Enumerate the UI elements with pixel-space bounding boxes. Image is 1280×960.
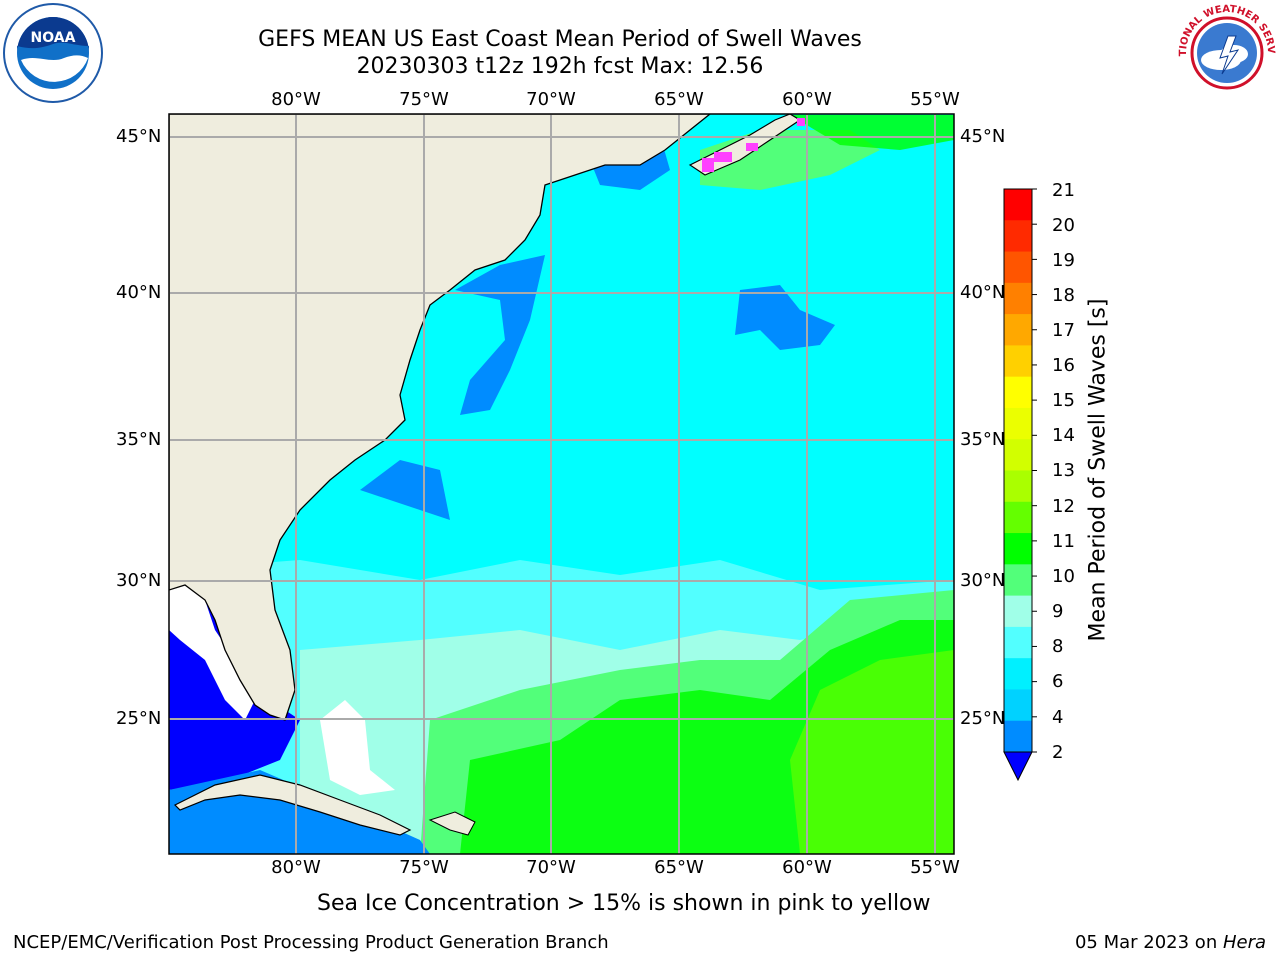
colorbar-segment	[1004, 689, 1032, 722]
colorbar-segment	[1004, 314, 1032, 346]
colorbar-tick-label: 16	[1052, 355, 1075, 376]
colorbar-segment	[1004, 564, 1032, 597]
colorbar-segment	[1004, 251, 1032, 284]
lat-label-right: 35°N	[960, 429, 1006, 450]
colorbar-segment	[1004, 220, 1032, 253]
lat-label-left: 35°N	[116, 429, 162, 450]
swell-patch-north-2	[790, 115, 954, 150]
lon-label-top: 65°W	[654, 89, 704, 110]
colorbar-tick-label: 12	[1052, 496, 1075, 517]
sea-ice-note: Sea Ice Concentration > 15% is shown in …	[317, 891, 931, 916]
lat-label-left: 25°N	[116, 708, 162, 729]
colorbar-tick-label: 21	[1052, 180, 1075, 201]
swell-patch-offshore	[735, 285, 835, 350]
colorbar-tick-label: 11	[1052, 531, 1075, 552]
colorbar-tick-label: 2	[1052, 742, 1064, 763]
sea-ice-patch	[746, 143, 758, 151]
map-subtitle: 20230303 t12z 192h fcst Max: 12.56	[356, 54, 764, 79]
lon-label-top: 75°W	[399, 89, 449, 110]
sea-ice-patch	[714, 152, 732, 162]
land-hispaniola	[428, 811, 476, 836]
colorbar-segment	[1004, 407, 1032, 440]
colorbar-segment	[1004, 282, 1032, 315]
colorbar-tick-label: 15	[1052, 390, 1075, 411]
nws-logo: NATIONAL WEATHER SERVICE	[1172, 0, 1278, 104]
footer-date-text: 05 Mar 2023 on	[1074, 932, 1223, 953]
colorbar-tick-label: 17	[1052, 320, 1075, 341]
footer-credit: NCEP/EMC/Verification Post Processing Pr…	[13, 932, 609, 953]
colorbar-tick-label: 10	[1052, 566, 1075, 587]
bahamas-white-shoals	[320, 700, 395, 795]
land-cuba	[173, 774, 412, 836]
lon-label-top: 70°W	[526, 89, 576, 110]
map-title: GEFS MEAN US East Coast Mean Period of S…	[258, 27, 862, 52]
colorbar-segment	[1004, 501, 1032, 534]
map-frame	[168, 113, 955, 855]
lat-label-right: 30°N	[960, 570, 1006, 591]
colorbar-tick-label: 20	[1052, 215, 1075, 236]
lon-label-bottom: 70°W	[526, 857, 576, 878]
sea-ice-patch	[702, 158, 714, 172]
lon-label-top: 60°W	[782, 89, 832, 110]
lat-label-left: 30°N	[116, 570, 162, 591]
colorbar-tick-label: 8	[1052, 636, 1064, 657]
colorbar-tick-label: 19	[1052, 250, 1075, 271]
colorbar-extend-arrow	[1003, 751, 1033, 782]
florida-shelf-white	[169, 585, 255, 720]
colorbar-segment	[1004, 626, 1032, 659]
colorbar-segment	[1004, 533, 1032, 565]
svg-text:NOAA: NOAA	[31, 30, 76, 46]
colorbar-tick-label: 18	[1052, 285, 1075, 306]
swell-patch-11-12	[790, 650, 954, 854]
lon-label-top: 55°W	[910, 89, 960, 110]
colorbar-tick-label: 13	[1052, 460, 1075, 481]
lon-label-bottom: 60°W	[782, 857, 832, 878]
lon-label-bottom: 80°W	[271, 857, 321, 878]
swell-patch-carolina	[360, 460, 450, 520]
colorbar-segment	[1004, 439, 1032, 471]
colorbar	[1003, 188, 1037, 782]
lat-label-right: 40°N	[960, 282, 1006, 303]
colorbar-segment	[1004, 658, 1032, 690]
lon-label-bottom: 75°W	[399, 857, 449, 878]
colorbar-label: Mean Period of Swell Waves [s]	[1085, 298, 1111, 642]
colorbar-segment	[1004, 345, 1032, 378]
colorbar-tick-label: 9	[1052, 601, 1064, 622]
colorbar-segment	[1004, 376, 1032, 409]
lat-label-right: 25°N	[960, 708, 1006, 729]
lon-label-bottom: 55°W	[910, 857, 960, 878]
lon-label-top: 80°W	[271, 89, 321, 110]
footer-machine: Hera	[1222, 932, 1266, 953]
colorbar-tick-label: 6	[1052, 671, 1064, 692]
colorbar-segment	[1004, 595, 1032, 628]
swell-patch-mid-atlantic	[455, 255, 545, 415]
map-gridlines	[169, 114, 954, 854]
colorbar-segment	[1004, 720, 1032, 753]
colorbar-segment	[1004, 189, 1032, 221]
lat-label-left: 45°N	[116, 126, 162, 147]
lat-label-right: 45°N	[960, 126, 1006, 147]
noaa-logo: NOAA	[2, 2, 104, 104]
footer-date: 05 Mar 2023 on Hera	[1075, 932, 1266, 953]
colorbar-tick-label: 14	[1052, 425, 1075, 446]
lon-label-bottom: 65°W	[654, 857, 704, 878]
colorbar-tick-label: 4	[1052, 707, 1064, 728]
sea-ice-patch	[797, 118, 805, 126]
colorbar-segment	[1004, 470, 1032, 503]
lat-label-left: 40°N	[116, 282, 162, 303]
